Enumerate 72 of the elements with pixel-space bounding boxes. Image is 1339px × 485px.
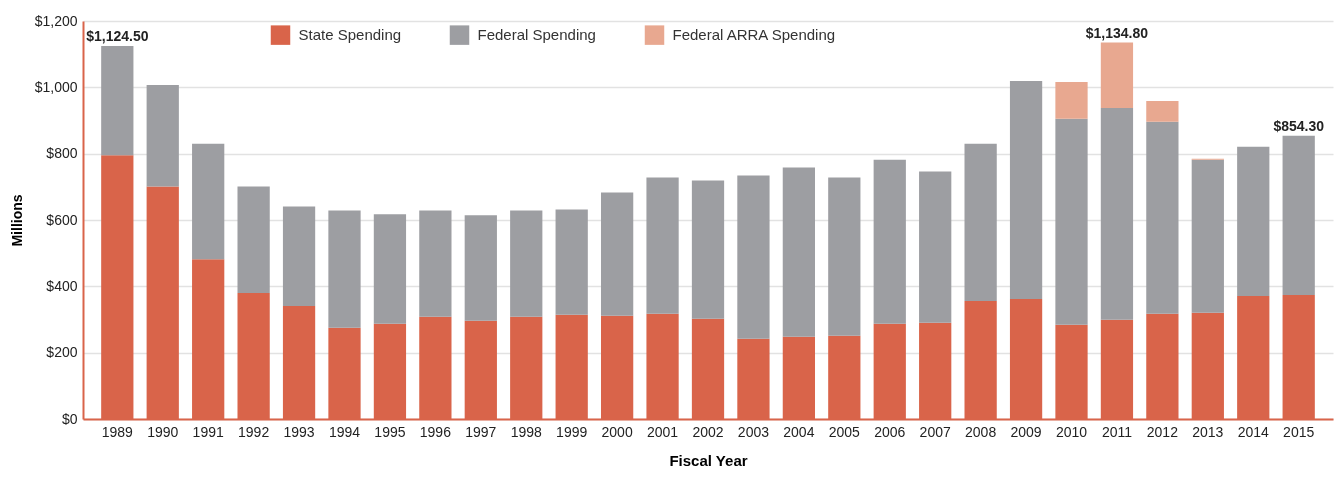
x-tick-label: 2010: [1055, 423, 1088, 440]
y-tick-label: $0: [61, 410, 78, 427]
y-axis-title: Millions: [8, 194, 25, 247]
bar: [1282, 135, 1315, 295]
bar: [1055, 118, 1088, 325]
x-tick-label: 1995: [374, 423, 406, 440]
x-tick-label: 1999: [556, 423, 588, 440]
bar: [919, 171, 952, 323]
x-tick-label: 1996: [419, 423, 452, 440]
bar: [1146, 100, 1179, 122]
x-tick-label: 2005: [828, 423, 861, 440]
bar: [373, 214, 407, 324]
bar: [510, 210, 543, 317]
bar: [600, 192, 634, 316]
x-tick-label: 2000: [601, 423, 633, 440]
x-tick-label: 1998: [510, 423, 543, 440]
bar: [237, 186, 270, 293]
bar: [1237, 146, 1270, 296]
x-tick-label: 2002: [692, 423, 724, 440]
x-tick-label: 2015: [1283, 423, 1315, 440]
bar: [192, 143, 225, 260]
bar: [282, 206, 316, 306]
x-tick-label: 2004: [783, 423, 815, 440]
bar: [328, 210, 361, 328]
x-tick-label: 2013: [1192, 423, 1224, 440]
x-tick-label: 2006: [874, 423, 906, 440]
y-tick-label: $600: [46, 211, 78, 228]
x-tick-label: 2008: [965, 423, 997, 440]
y-tick-label: $400: [46, 277, 78, 294]
x-tick-label: 1997: [465, 423, 497, 440]
bar: [555, 209, 588, 315]
total-label: $1,124.50: [86, 28, 149, 45]
total-label: $1,134.80: [1085, 24, 1149, 41]
x-tick-label: 2009: [1010, 423, 1042, 440]
x-tick-label: 1990: [147, 423, 179, 440]
x-tick-label: 2014: [1237, 423, 1270, 440]
bar: [146, 85, 179, 187]
y-tick-label: $1,000: [34, 78, 78, 95]
x-tick-label: 1992: [238, 423, 270, 440]
y-tick-label: $800: [46, 145, 78, 162]
bar: [873, 159, 906, 324]
bar: [964, 143, 997, 301]
bar: [1146, 121, 1179, 314]
x-tick-label: 1993: [283, 423, 315, 440]
x-tick-label: 1994: [328, 423, 361, 440]
bar: [101, 46, 134, 156]
bar: [419, 210, 452, 317]
bar: [737, 175, 770, 339]
legend-label: Federal Spending: [477, 26, 596, 44]
y-tick-label: $200: [46, 344, 78, 361]
x-tick-label: 2003: [737, 423, 770, 440]
x-tick-label: 1991: [192, 423, 224, 440]
bar: [782, 167, 816, 337]
x-axis-title: Fiscal Year: [669, 451, 748, 469]
bar: [691, 180, 725, 319]
bar: [1055, 82, 1088, 119]
bar: [828, 177, 861, 336]
bar: [1100, 107, 1134, 320]
legend-label: Federal ARRA Spending: [672, 26, 836, 44]
bar: [1191, 159, 1224, 313]
bar: [646, 177, 679, 314]
x-tick-label: 2001: [646, 423, 679, 440]
x-tick-label: 1989: [101, 423, 134, 440]
x-tick-label: 2011: [1101, 423, 1133, 440]
bar: [1100, 42, 1134, 108]
x-tick-label: 2007: [919, 423, 951, 440]
bar: [1009, 81, 1043, 299]
x-tick-label: 2012: [1146, 423, 1179, 440]
bar: [464, 215, 497, 321]
legend-label: State Spending: [298, 26, 402, 44]
y-tick-label: $1,200: [34, 12, 78, 29]
total-label: $854.30: [1273, 117, 1325, 134]
